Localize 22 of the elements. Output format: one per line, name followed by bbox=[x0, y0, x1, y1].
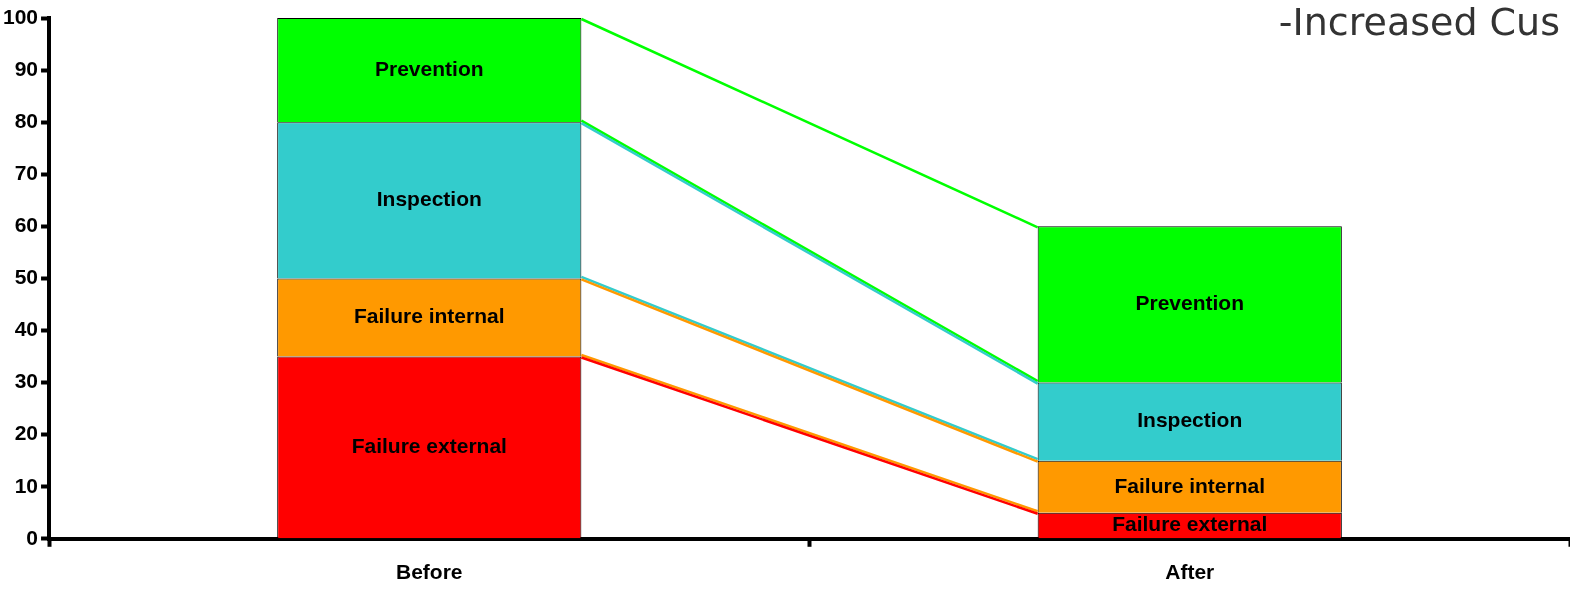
series-label: Failure internal bbox=[1114, 473, 1266, 497]
text: Failure external bbox=[351, 434, 507, 458]
series-label: Failure external bbox=[1112, 512, 1268, 536]
y-tick-label: 10 bbox=[14, 473, 39, 497]
series-label: Prevention bbox=[375, 56, 484, 80]
y-tick-label: 100 bbox=[2, 4, 39, 28]
annotation: -Increased Cus bbox=[1278, 0, 1560, 44]
y-tick-label: 60 bbox=[14, 213, 39, 237]
y-tick-label: 40 bbox=[14, 317, 39, 341]
x-tick-label: After bbox=[1165, 560, 1215, 584]
text: Inspection bbox=[376, 187, 482, 211]
text: Prevention bbox=[1135, 291, 1245, 315]
y-tick-label: 0 bbox=[26, 525, 39, 549]
x-tick-label: Before bbox=[396, 560, 463, 584]
text: Failure internal bbox=[354, 304, 505, 328]
y-tick-label: 20 bbox=[14, 421, 39, 445]
y-tick-label: 90 bbox=[14, 56, 39, 80]
y-tick-label: 80 bbox=[14, 108, 39, 132]
y-tick-label: 30 bbox=[14, 369, 39, 393]
series-label: Inspection bbox=[1137, 408, 1243, 432]
y-tick-label: 70 bbox=[14, 161, 39, 185]
y-tick-label: 50 bbox=[14, 265, 39, 289]
